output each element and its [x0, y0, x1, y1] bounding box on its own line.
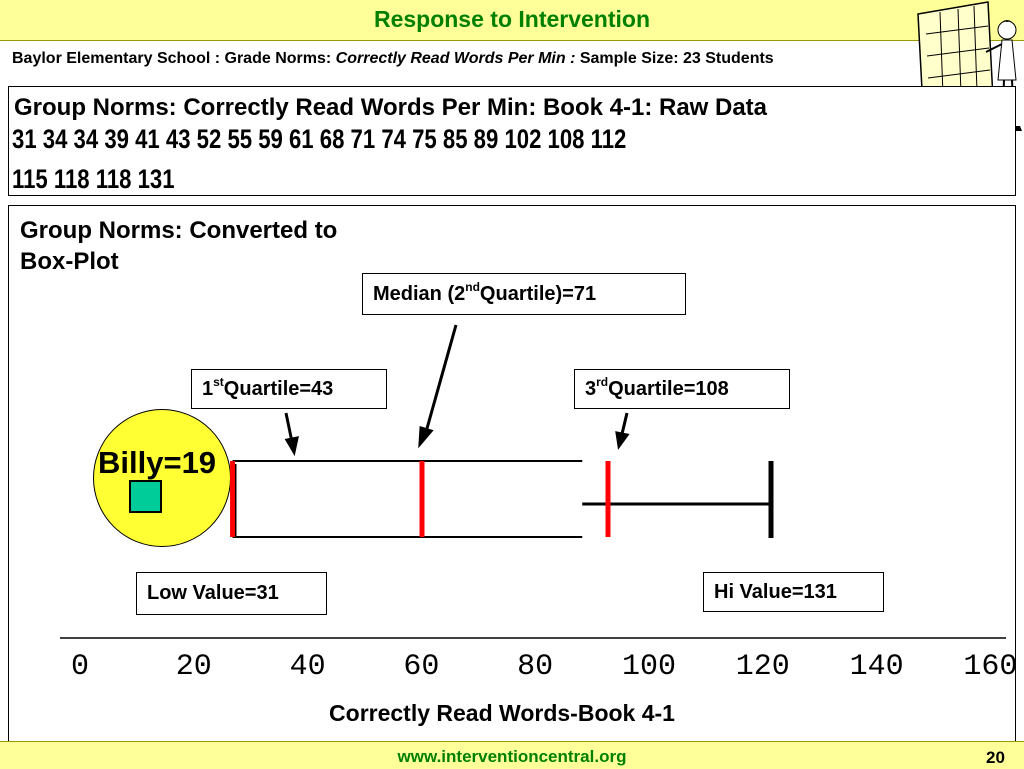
median-pointer-arrowhead — [418, 426, 434, 449]
low-value-callout: Low Value=31 — [136, 572, 327, 615]
q3-pointer-arrowhead — [615, 431, 630, 450]
raw-data-panel — [8, 86, 1016, 196]
x-axis-title: Correctly Read Words-Book 4-1 — [329, 700, 675, 726]
x-tick-label: 60 — [403, 650, 440, 684]
q1-pointer-arrowhead — [284, 436, 299, 457]
billy-label: Billy=19 — [98, 445, 217, 480]
q3-callout-text-2: Quartile=108 — [608, 377, 729, 400]
median-pointer-arrow — [424, 324, 458, 433]
billy-score-marker — [129, 480, 162, 513]
x-tick-label: 100 — [621, 650, 677, 684]
bottom-banner — [0, 741, 1024, 769]
q1-pointer-arrow — [284, 412, 294, 443]
q3-callout-text: 3 — [585, 377, 597, 400]
x-tick-label: 80 — [517, 650, 554, 684]
x-tick-label: 120 — [735, 650, 790, 684]
median-callout-text: Median (2 — [373, 282, 466, 305]
page-number: 20 — [986, 748, 1005, 767]
billy-highlight-circle — [93, 409, 231, 547]
raw-data-title: Group Norms: Correctly Read Words Per Mi… — [14, 94, 768, 121]
x-tick-label: 0 — [70, 650, 90, 684]
median-callout-text-2: Quartile)=71 — [479, 282, 597, 305]
x-tick-label: 160 — [963, 650, 1018, 684]
subtitle-sample-size: Sample Size: 23 Students — [579, 50, 774, 67]
q1-callout-text: 1 — [202, 377, 214, 400]
median-callout: Median (2 nd Quartile)=71 — [362, 273, 686, 315]
slide-title: Response to Intervention — [373, 6, 651, 32]
hi-value-callout: Hi Value=131 — [703, 572, 884, 612]
raw-data-line-1: 31 34 34 39 41 43 52 55 59 61 68 71 74 7… — [12, 124, 627, 154]
x-tick-label: 140 — [849, 650, 904, 684]
q3-pointer-arrow — [620, 412, 629, 435]
x-tick-label: 40 — [289, 650, 326, 684]
footer-url-link[interactable]: www.interventioncentral.org — [397, 747, 627, 766]
slide-subtitle: Baylor Elementary School : Grade Norms: … — [12, 50, 774, 68]
subtitle-school: Baylor Elementary School : Grade Norms: — [12, 50, 336, 67]
x-tick-label: 20 — [175, 650, 212, 684]
box-plot-title: Group Norms: Converted to Box-Plot — [20, 217, 338, 275]
q1-callout-text-2: Quartile=43 — [223, 377, 334, 400]
top-banner — [0, 0, 1024, 41]
raw-data-line-2: 115 118 118 131 — [12, 164, 175, 194]
subtitle-measure: Correctly Read Words Per Min : — [335, 50, 580, 67]
